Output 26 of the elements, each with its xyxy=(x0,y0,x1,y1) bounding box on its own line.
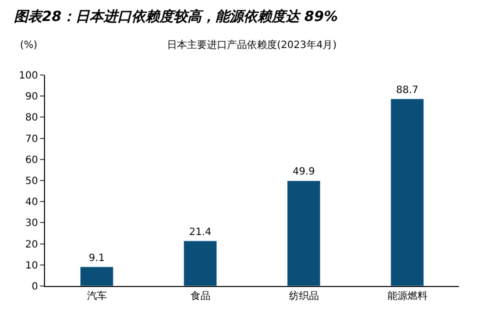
chart-subtitle: 日本主要进口产品依赖度(2023年4月) xyxy=(167,39,337,51)
bar xyxy=(183,240,218,286)
data-label: 88.7 xyxy=(396,84,418,96)
data-label: 21.4 xyxy=(189,226,212,238)
bar xyxy=(286,180,321,286)
data-label: 9.1 xyxy=(88,252,105,264)
y-tick-label: 10 xyxy=(25,260,38,272)
bar xyxy=(80,266,114,286)
bar xyxy=(390,98,424,286)
y-tick-label: 40 xyxy=(25,197,38,208)
y-tick-label: 70 xyxy=(25,134,38,145)
x-tick-label: 汽车 xyxy=(86,290,107,302)
y-tick-label: 0 xyxy=(32,282,38,292)
chart-title: 图表28：日本进口依赖度较高，能源依赖度达 89% xyxy=(14,8,338,25)
y-tick-label: 90 xyxy=(25,92,38,103)
y-tick-label: 80 xyxy=(25,112,38,124)
y-tick-label: 60 xyxy=(25,154,38,166)
y-tick-label: 100 xyxy=(18,70,38,82)
x-tick-label: 纺织品 xyxy=(288,290,319,302)
x-tick-label: 能源燃料 xyxy=(387,290,428,302)
data-label: 49.9 xyxy=(292,166,315,178)
y-tick-label: 30 xyxy=(25,218,38,230)
y-tick-label: 50 xyxy=(25,176,38,187)
y-tick-label: 20 xyxy=(25,239,38,250)
x-tick-label: 食品 xyxy=(190,290,210,302)
y-axis-title: (%) xyxy=(20,40,38,51)
